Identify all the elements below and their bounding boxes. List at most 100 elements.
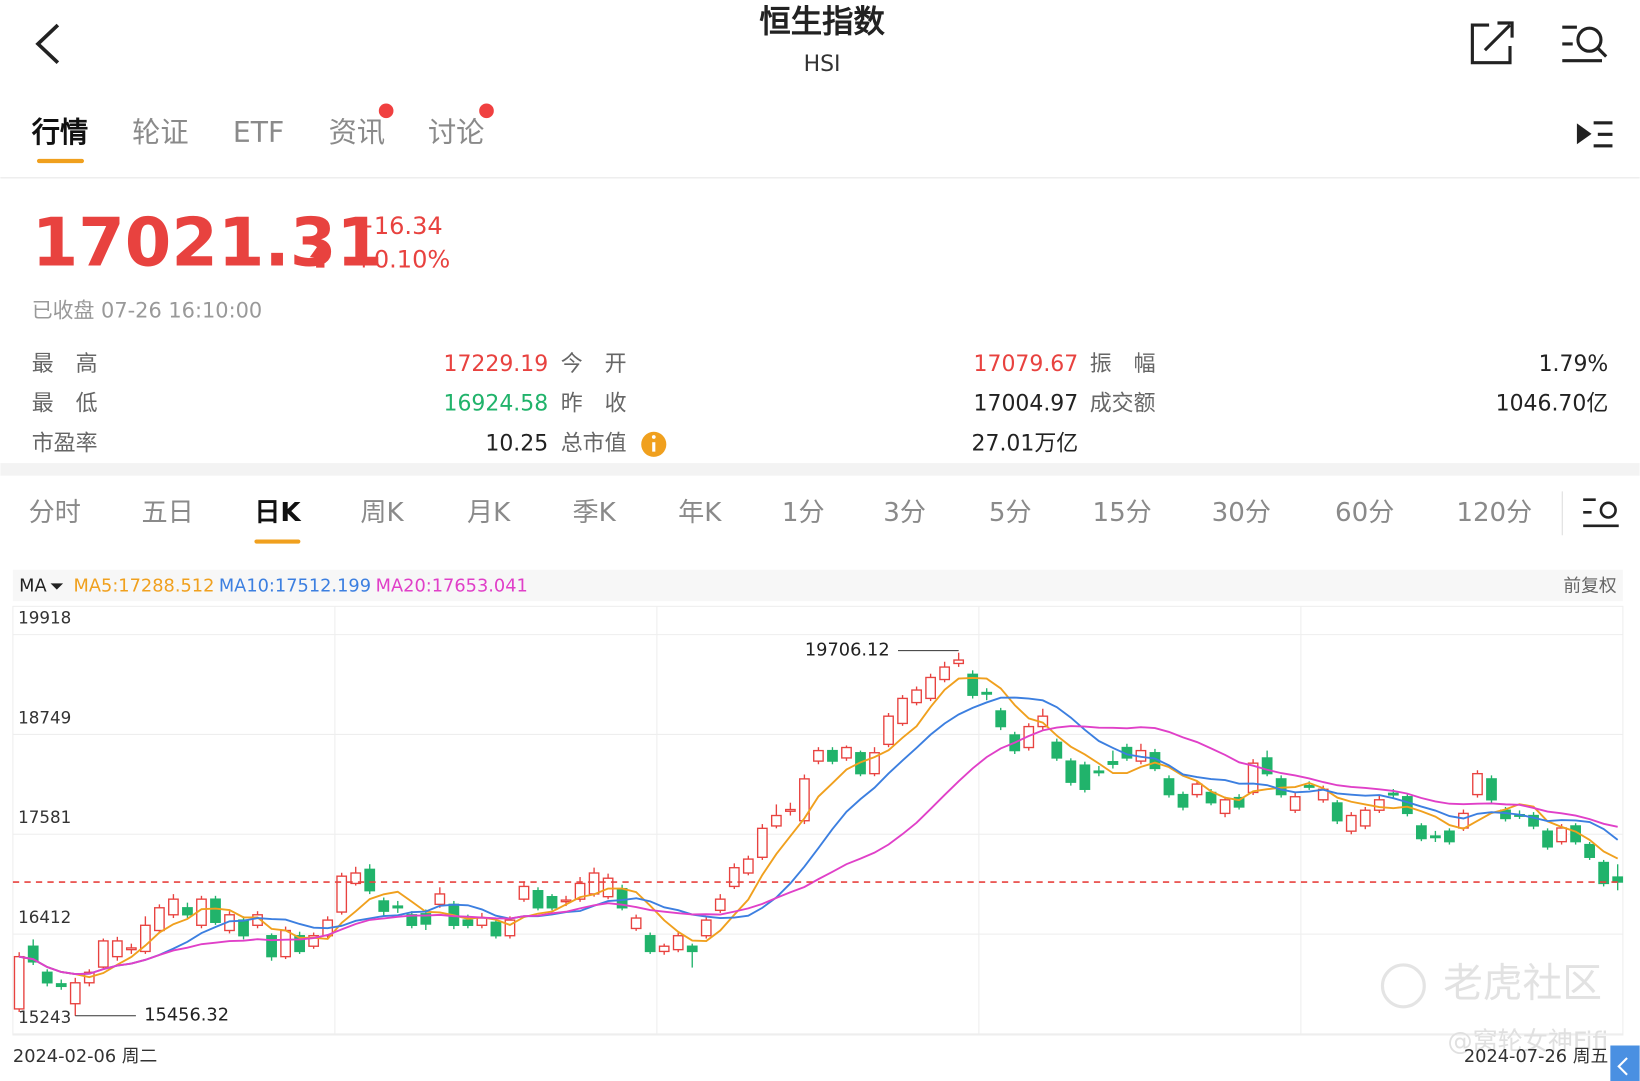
period-tab[interactable]: 周K	[360, 498, 404, 528]
period-tab[interactable]: 30分	[1212, 498, 1271, 528]
candle-body	[1233, 796, 1245, 808]
candle-body	[41, 971, 53, 984]
candle-body	[1472, 772, 1483, 796]
candle-body	[672, 935, 684, 951]
candle-body	[1163, 778, 1175, 796]
tab[interactable]: 轮证	[132, 116, 188, 149]
low-label: 15456.32	[144, 1006, 229, 1026]
adjust-mode[interactable]: 前复权	[1563, 576, 1617, 597]
period-tab[interactable]: 日K	[254, 498, 302, 528]
period-tab[interactable]: 季K	[573, 498, 617, 528]
candle-body	[364, 868, 376, 892]
candle-body	[490, 921, 502, 937]
candle-body	[1415, 825, 1427, 840]
candle-body	[55, 983, 67, 988]
candle-body	[1093, 770, 1105, 774]
period-tab[interactable]: 120分	[1456, 498, 1532, 528]
ma-line	[19, 725, 1618, 975]
candle-body	[1458, 812, 1469, 829]
candle-body	[1430, 835, 1441, 839]
candle-body	[1584, 843, 1596, 858]
status: 已收盘 07-26 16:10:00	[32, 299, 262, 323]
stat-value: 10.25	[485, 431, 548, 456]
ma-legend: MA20:17653.041	[376, 577, 528, 597]
candle-body	[1051, 741, 1063, 759]
scroll-button[interactable]	[1610, 1045, 1640, 1081]
period-tab[interactable]: 1分	[782, 498, 825, 528]
menu-button[interactable]	[1576, 121, 1613, 148]
candle-body	[69, 982, 81, 1005]
candle-body	[686, 945, 698, 953]
watermark-logo	[1380, 963, 1426, 1009]
ma-legend: MA10:17512.199	[219, 577, 371, 597]
candle-body	[869, 752, 880, 775]
stat-label: 总市值	[561, 431, 627, 456]
stat-label: 最 高	[32, 352, 98, 377]
candle-body	[27, 945, 39, 963]
tab[interactable]: 行情	[31, 116, 88, 149]
share-button[interactable]	[1470, 21, 1514, 65]
stat-label: 昨 收	[561, 392, 627, 417]
candle-body	[700, 919, 712, 937]
candle-body	[13, 955, 25, 1010]
candle-body	[1247, 762, 1259, 794]
info-icon[interactable]	[641, 431, 667, 457]
tab[interactable]: ETF	[233, 116, 284, 149]
candle-body	[883, 715, 894, 746]
period-tab[interactable]: 五日	[142, 498, 194, 528]
candle-body	[742, 858, 754, 874]
search-button[interactable]	[1562, 25, 1608, 63]
period-tab[interactable]: 年K	[678, 498, 722, 528]
period-tab[interactable]: 分时	[29, 498, 81, 528]
stat-label: 成交额	[1090, 392, 1156, 417]
settings-button[interactable]	[1583, 498, 1619, 528]
watermark: 老虎社区	[1443, 960, 1602, 1006]
candle-body	[756, 827, 768, 858]
candle-body	[1401, 796, 1413, 815]
y-tick-label: 18749	[18, 707, 71, 727]
candle-body	[1373, 799, 1385, 811]
stat-value: 27.01万亿	[972, 431, 1079, 456]
period-tab[interactable]: 15分	[1092, 498, 1151, 528]
ma-line	[19, 696, 1619, 975]
candle-body	[953, 659, 965, 665]
back-button[interactable]	[35, 23, 60, 65]
ma-line	[19, 677, 1619, 979]
candle-body	[294, 935, 306, 953]
period-tab[interactable]: 60分	[1335, 498, 1394, 528]
candle-body	[392, 905, 404, 909]
candle-body	[1079, 764, 1091, 790]
candle-body	[504, 919, 516, 937]
candle-body	[336, 875, 348, 913]
candle-body	[1177, 793, 1189, 808]
indicator-select[interactable]: MA	[19, 577, 46, 597]
candle-body	[644, 935, 656, 953]
candle-body	[308, 935, 320, 947]
candle-body	[588, 872, 600, 895]
period-tab[interactable]: 3分	[883, 498, 926, 528]
scroll-arrow	[1617, 1057, 1628, 1076]
tab[interactable]: 讨论	[428, 116, 484, 149]
candle-body	[125, 947, 137, 951]
high-label: 19706.12	[805, 641, 890, 661]
stat-value: 1046.70亿	[1496, 392, 1609, 417]
candle-body	[1065, 760, 1077, 783]
stat-label: 市盈率	[32, 431, 98, 456]
y-tick-label: 19918	[18, 607, 71, 627]
indicator-bar	[12, 569, 1623, 602]
candle-body	[1486, 778, 1497, 801]
candle-body	[827, 749, 838, 762]
candle-body	[770, 814, 782, 827]
candle-body	[1107, 761, 1119, 765]
tab[interactable]: 资讯	[329, 116, 385, 149]
candle-body	[168, 898, 179, 916]
period-tab[interactable]: 月K	[467, 498, 511, 528]
credit: @窝轮女神Fifi	[1448, 1026, 1609, 1055]
tab-indicator	[36, 158, 84, 164]
candle-body	[1303, 784, 1315, 788]
period-tab[interactable]: 5分	[989, 498, 1032, 528]
candle-body	[1528, 814, 1539, 827]
y-tick-label: 17581	[18, 807, 71, 827]
